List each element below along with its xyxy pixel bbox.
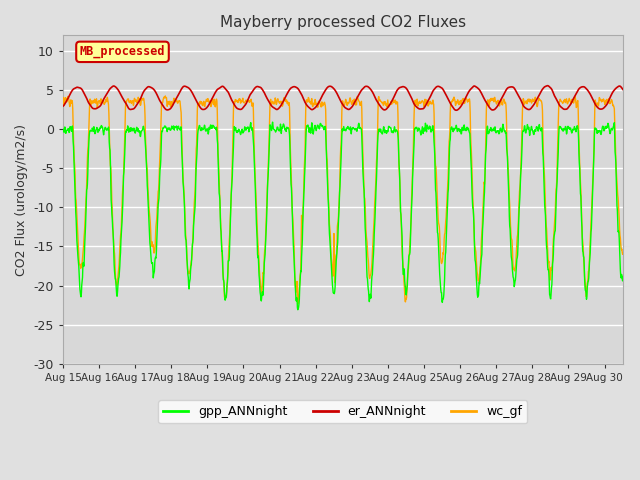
Title: Mayberry processed CO2 Fluxes: Mayberry processed CO2 Fluxes	[220, 15, 466, 30]
Legend: gpp_ANNnight, er_ANNnight, wc_gf: gpp_ANNnight, er_ANNnight, wc_gf	[158, 400, 527, 423]
Y-axis label: CO2 Flux (urology/m2/s): CO2 Flux (urology/m2/s)	[15, 123, 28, 276]
Text: MB_processed: MB_processed	[80, 45, 165, 59]
